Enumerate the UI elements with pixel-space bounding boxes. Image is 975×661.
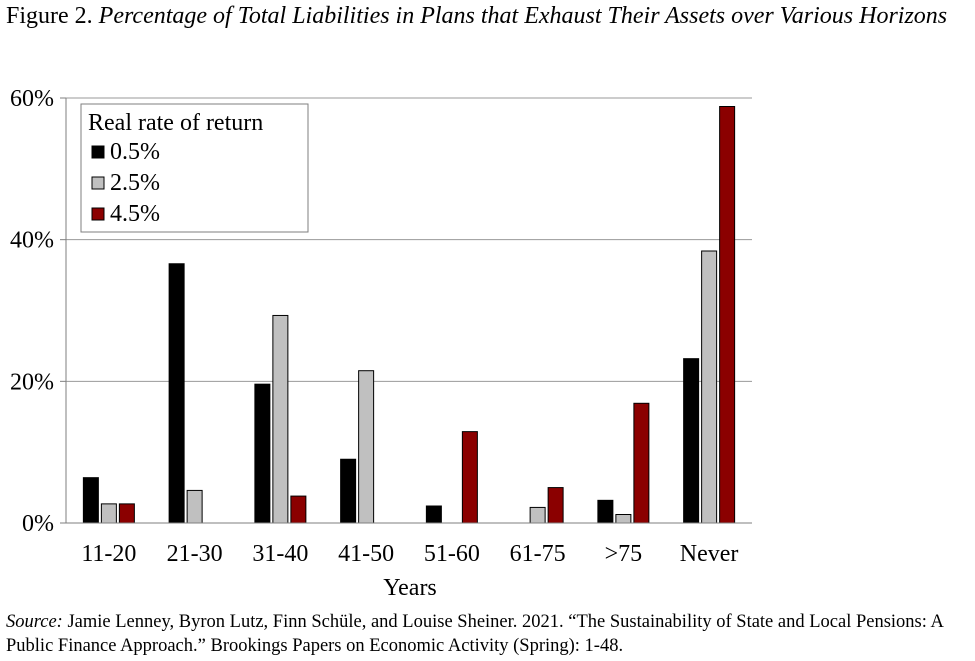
legend-swatch [91,207,105,221]
legend-title: Real rate of return [88,110,263,136]
x-tick-label: >75 [605,541,643,567]
legend-swatch [91,145,105,159]
bar [529,506,546,524]
figure-title: Figure 2. Percentage of Total Liabilitie… [6,2,966,31]
bar [547,487,564,524]
bar [615,514,632,524]
bar [168,263,185,524]
bar-chart: 0% 20% 40% 60% 11-20 21-30 31-40 41-50 51-60 61-… [10,86,752,601]
x-tick-label: 41-50 [338,541,394,567]
bar [100,503,117,524]
x-axis-label: Years [383,575,437,601]
bar [701,250,718,524]
y-tick-label: 40% [10,228,54,254]
x-tick-label: 51-60 [424,541,480,567]
bar [186,489,203,524]
bar [358,370,375,524]
bar [461,431,478,524]
legend-box [80,103,309,233]
y-tick-label: 20% [10,369,54,395]
bars [82,106,736,524]
legend: Real rate of return 0.5% 2.5% 4.5% [80,103,309,233]
legend-label: 4.5% [110,201,160,227]
axes [65,98,752,524]
x-tick-label: 21-30 [167,541,223,567]
bar [425,505,442,524]
bar [290,495,307,524]
figure-label: Figure 2. [6,3,93,29]
figure-title-text: Percentage of Total Liabilities in Plans… [98,3,948,29]
legend-swatch [91,176,105,190]
x-tick-label: 11-20 [81,541,136,567]
source-text: Jamie Lenney, Byron Lutz, Finn Schüle, a… [6,612,943,656]
source-note: Source: Jamie Lenney, Byron Lutz, Finn S… [6,610,971,658]
y-tick-label: 60% [10,86,54,112]
x-tick-label: Never [680,541,739,567]
source-label: Source: [6,612,63,632]
x-tick-label: 31-40 [252,541,308,567]
bar [340,458,357,524]
x-axis-ticks: 11-20 21-30 31-40 41-50 51-60 61-75 >75 Never [81,541,738,567]
bar [597,499,614,524]
legend-label: 0.5% [110,139,160,165]
bar [254,383,271,524]
x-tick-label: 61-75 [510,541,566,567]
bar [633,402,650,524]
bar [683,358,700,524]
legend-label: 2.5% [110,170,160,196]
y-tick-label: 0% [22,511,54,537]
bar [272,314,289,524]
bar [82,477,99,524]
bar [118,503,135,524]
bar [719,106,736,524]
y-axis-ticks: 0% 20% 40% 60% [10,86,66,537]
